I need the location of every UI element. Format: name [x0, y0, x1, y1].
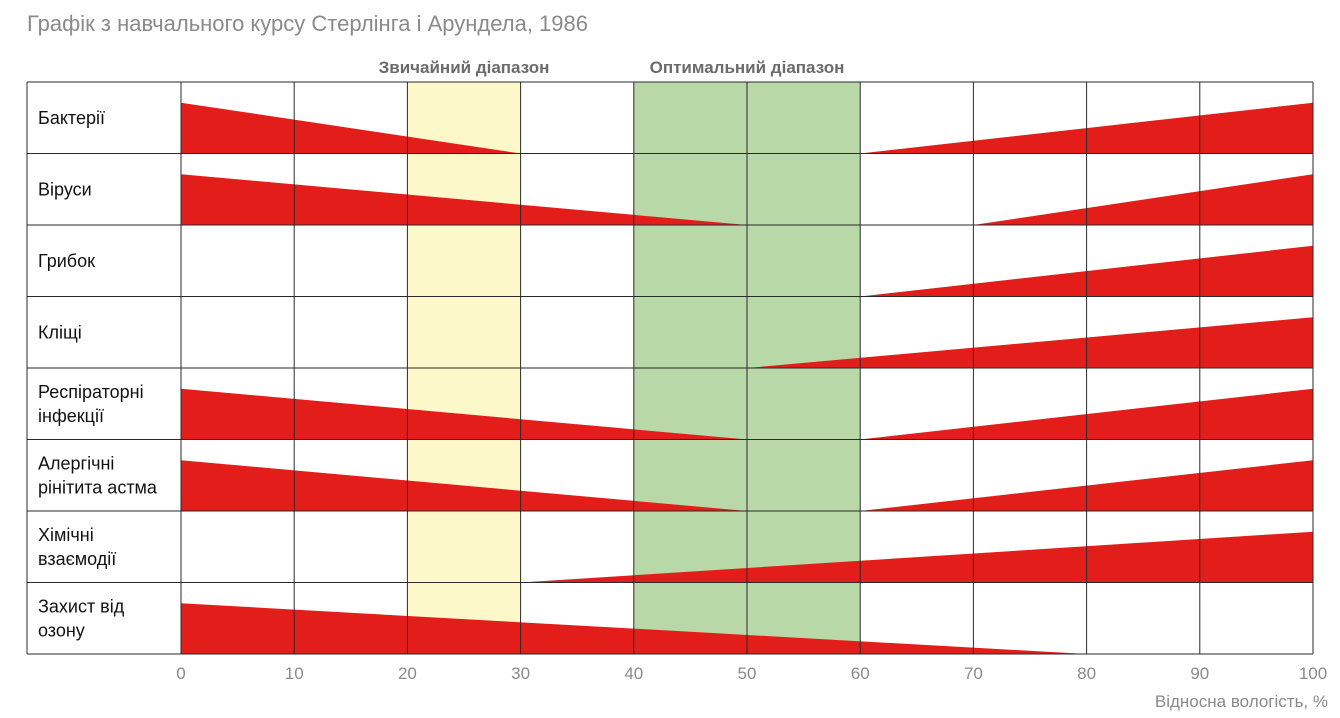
bar-increasing-3	[747, 317, 1313, 368]
bar-decreasing-4	[181, 388, 747, 440]
zone-labels-layer: Звичайний діапазон Оптимальний діапазон	[379, 58, 845, 77]
row-label-5-line-0: Алергічні	[38, 453, 114, 473]
x-tick-label-6: 60	[851, 664, 870, 683]
x-tick-label-2: 20	[398, 664, 417, 683]
x-tick-label-1: 10	[285, 664, 304, 683]
x-tick-label-9: 90	[1190, 664, 1209, 683]
x-tick-label-10: 100	[1299, 664, 1327, 683]
bar-decreasing-5	[181, 460, 747, 511]
bar-decreasing-1	[181, 174, 747, 225]
row-label-7-line-0: Захист від	[38, 596, 125, 616]
row-label-5-line-1: рінітита астма	[38, 477, 158, 497]
x-tick-label-8: 80	[1077, 664, 1096, 683]
row-label-6-line-0: Хімічні	[38, 525, 94, 545]
row-label-0-line-0: Бактерії	[38, 108, 105, 128]
row-labels-layer: Бактерії Віруси Грибок Кліщі Респіраторні інф…	[38, 108, 158, 641]
row-label-7-line-1: озону	[38, 620, 85, 640]
x-tick-label-5: 50	[738, 664, 757, 683]
x-tick-label-0: 0	[176, 664, 185, 683]
row-label-1-line-0: Віруси	[38, 179, 92, 199]
x-tick-label-7: 70	[964, 664, 983, 683]
row-label-6-line-1: взаємодії	[38, 549, 116, 569]
row-label-3-line-0: Кліщі	[38, 322, 82, 342]
bar-decreasing-0	[181, 102, 521, 154]
bar-increasing-6	[520, 531, 1313, 583]
row-label-4-line-0: Респіраторні	[38, 382, 144, 402]
bar-increasing-1	[973, 174, 1313, 225]
x-tick-label-4: 40	[624, 664, 643, 683]
x-tick-label-3: 30	[511, 664, 530, 683]
chart-title: Графік з навчального курсу Стерлінга і А…	[27, 11, 588, 36]
x-ticks-layer: 0 10 20 30 40 50 60 70 80 90 100	[176, 664, 1327, 683]
zone-label-0: Звичайний діапазон	[379, 58, 550, 77]
row-label-2-line-0: Грибок	[38, 251, 95, 271]
x-axis-label: Відносна вологість, %	[1155, 692, 1328, 711]
row-label-4-line-1: інфекції	[38, 406, 104, 426]
zone-label-1: Оптимальний діапазон	[650, 58, 845, 77]
grid-layer	[26, 81, 1314, 655]
